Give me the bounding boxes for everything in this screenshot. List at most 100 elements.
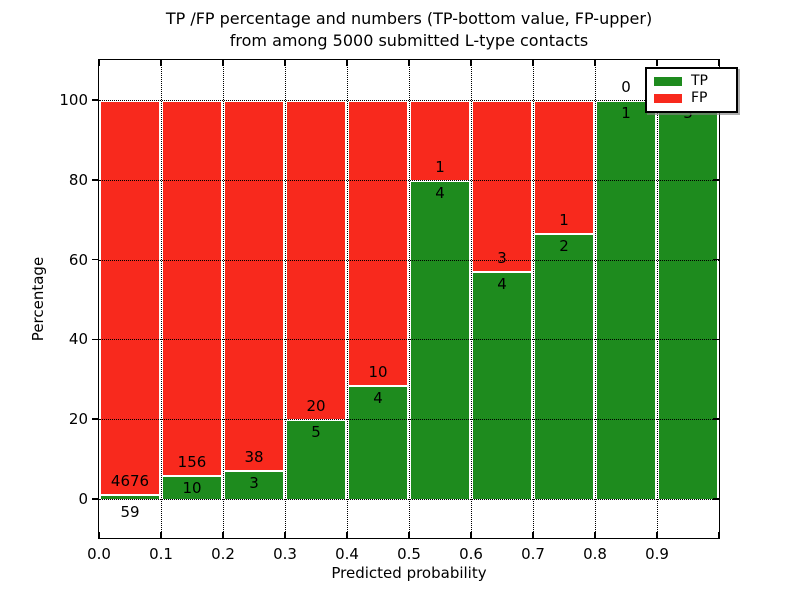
gridline-vertical (657, 60, 658, 538)
x-tick-label: 0.9 (645, 545, 669, 563)
x-tick-mark-bottom (284, 532, 286, 538)
bar-segment-tp (161, 474, 223, 499)
y-tick-mark-left (92, 338, 98, 341)
bar-count-label-tp: 3 (683, 104, 693, 122)
bar-count-label-fp: 0 (621, 78, 631, 96)
chart-title-line1: TP /FP percentage and numbers (TP-bottom… (165, 9, 653, 28)
legend-label-fp: FP (691, 90, 708, 106)
bar-count-label-tp: 59 (120, 503, 140, 521)
x-tick-mark-top (98, 60, 100, 66)
gridline-vertical (285, 60, 286, 538)
bar-segment-fp (223, 100, 285, 470)
gridline-vertical (223, 60, 224, 538)
y-tick-mark-right (713, 338, 719, 341)
y-tick-label: 60 (68, 250, 88, 269)
bar-count-label-tp: 4 (435, 183, 445, 202)
x-tick-mark-bottom (222, 532, 224, 538)
gridline-vertical (533, 60, 534, 538)
x-tick-mark-bottom (532, 532, 534, 538)
x-tick-label: 0.3 (273, 545, 297, 563)
gridline-vertical (161, 60, 162, 538)
x-axis-label: Predicted probability (331, 564, 487, 582)
x-tick-mark-top (532, 60, 534, 66)
x-tick-mark-top (594, 60, 596, 66)
y-tick-mark-left (92, 418, 98, 420)
bar-count-label-tp: 4 (373, 389, 383, 407)
bar-count-label-tp: 4 (497, 275, 507, 293)
bar-segment-tp (285, 419, 347, 499)
gridline-vertical (471, 60, 472, 538)
legend-swatch-fp-icon (654, 94, 682, 103)
x-tick-mark-bottom (718, 532, 720, 538)
bar-count-label-tp: 3 (249, 473, 259, 492)
x-tick-mark-top (408, 60, 410, 66)
chart-title-line2: from among 5000 submitted L-type contact… (229, 31, 589, 50)
bar-segment-tp (471, 271, 533, 499)
bar-count-label-tp: 5 (311, 423, 321, 442)
y-tick-mark-right (713, 179, 719, 181)
bar-count-label-fp: 1 (435, 157, 445, 176)
y-tick-mark-right (713, 498, 719, 500)
legend-label-tp: TP (691, 73, 708, 89)
x-tick-mark-top (656, 60, 658, 66)
x-tick-label: 0.5 (397, 545, 421, 563)
x-tick-label: 0.8 (583, 545, 607, 563)
y-tick-label: 20 (68, 410, 88, 429)
x-tick-mark-bottom (594, 532, 596, 538)
bar-count-label-tp: 10 (182, 478, 202, 497)
y-tick-label: 100 (59, 91, 88, 109)
bar-count-label-fp: 20 (306, 397, 326, 416)
bar-count-label-fp: 156 (177, 452, 207, 471)
x-tick-mark-top (718, 60, 720, 66)
y-tick-label: 80 (68, 170, 88, 189)
x-tick-mark-top (346, 60, 348, 66)
bar-segment-tp (99, 494, 161, 499)
bar-count-label-fp: 10 (368, 363, 388, 381)
y-tick-mark-left (92, 179, 98, 181)
x-tick-mark-bottom (346, 532, 348, 538)
x-tick-mark-bottom (656, 532, 658, 538)
y-tick-label: 40 (68, 330, 88, 349)
gridline-vertical (595, 60, 596, 538)
x-tick-mark-bottom (160, 532, 162, 538)
y-tick-label: 0 (78, 490, 88, 508)
gridline-vertical (347, 60, 348, 538)
bar-segment-fp (161, 100, 223, 475)
bar-segment-tp (533, 232, 595, 499)
bar-segment-tp (595, 100, 657, 499)
x-tick-label: 0.7 (521, 545, 545, 563)
x-tick-label: 0.2 (211, 545, 235, 563)
y-tick-mark-left (92, 99, 98, 101)
bar-count-label-fp: 4676 (110, 472, 150, 490)
x-tick-mark-bottom (408, 532, 410, 538)
bar-segment-tp (347, 385, 409, 499)
y-tick-mark-left (92, 258, 98, 261)
bar-count-label-tp: 2 (559, 236, 569, 255)
x-tick-label: 0.0 (87, 545, 111, 563)
x-tick-mark-top (222, 60, 224, 66)
bar-count-label-fp: 38 (244, 447, 264, 466)
y-tick-mark-right (713, 258, 719, 261)
bar-count-label-fp: 3 (497, 249, 507, 267)
gridline-vertical (409, 60, 410, 538)
x-tick-mark-top (470, 60, 472, 66)
bar-count-label-tp: 1 (621, 104, 631, 122)
bar-count-label-fp: 1 (559, 210, 569, 229)
bar-segment-fp (347, 100, 409, 385)
x-tick-label: 0.1 (149, 545, 173, 563)
legend-swatch-tp-icon (654, 77, 682, 86)
y-tick-mark-right (713, 418, 719, 420)
legend-item-tp: TP (654, 74, 728, 89)
x-tick-mark-bottom (98, 532, 100, 538)
legend: TP FP (645, 67, 738, 113)
y-tick-mark-left (92, 498, 98, 500)
bar-segment-tp (223, 469, 285, 499)
x-tick-mark-bottom (470, 532, 472, 538)
bar-segment-fp (99, 100, 161, 494)
bar-segment-tp (657, 100, 719, 499)
x-tick-label: 0.4 (335, 545, 359, 563)
x-tick-mark-top (160, 60, 162, 66)
x-tick-mark-top (284, 60, 286, 66)
plot-area: 467659156103832051041434120103 (92, 59, 720, 539)
